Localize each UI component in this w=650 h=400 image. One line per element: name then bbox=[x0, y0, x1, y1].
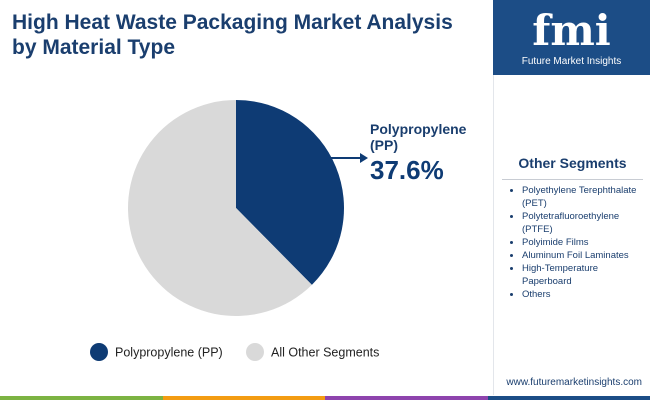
logo-mark: fmi bbox=[532, 6, 611, 55]
segment-item: Polytetrafluoroethylene (PTFE) bbox=[522, 210, 637, 236]
chart-title: High Heat Waste Packaging Market Analysi… bbox=[12, 11, 453, 59]
sidebar-heading: Other Segments bbox=[502, 155, 643, 180]
legend-swatch bbox=[90, 343, 108, 361]
value-label: 37.6% bbox=[370, 155, 444, 185]
footer-url: www.futuremarketinsights.com bbox=[506, 377, 642, 388]
pie-slice bbox=[127, 100, 312, 316]
segment-item: High-Temperature Paperboard bbox=[522, 262, 637, 288]
callout-arrowhead bbox=[360, 153, 368, 163]
chart: Polypropylene (PP)37.6% Polypropylene (PP)… bbox=[90, 100, 467, 361]
legend-label: Polypropylene (PP) bbox=[115, 345, 223, 359]
footer-strip bbox=[0, 396, 650, 400]
logo: fmi Future Market Insights bbox=[493, 0, 650, 75]
legend-label: All Other Segments bbox=[271, 345, 379, 359]
segment-list: Polyethylene Terephthalate (PET)Polytetr… bbox=[494, 184, 637, 301]
segment-item: Polyethylene Terephthalate (PET) bbox=[522, 184, 637, 210]
segment-item: Polyimide Films bbox=[522, 236, 637, 249]
segment-item: Others bbox=[522, 288, 637, 301]
sidebar: Other Segments Polyethylene Terephthalat… bbox=[493, 75, 650, 395]
logo-name: Future Market Insights bbox=[521, 56, 622, 67]
callout-category: Polypropylene (PP) bbox=[370, 121, 467, 153]
segment-item: Aluminum Foil Laminates bbox=[522, 249, 637, 262]
pie-slice bbox=[236, 100, 344, 285]
legend-swatch bbox=[246, 343, 264, 361]
